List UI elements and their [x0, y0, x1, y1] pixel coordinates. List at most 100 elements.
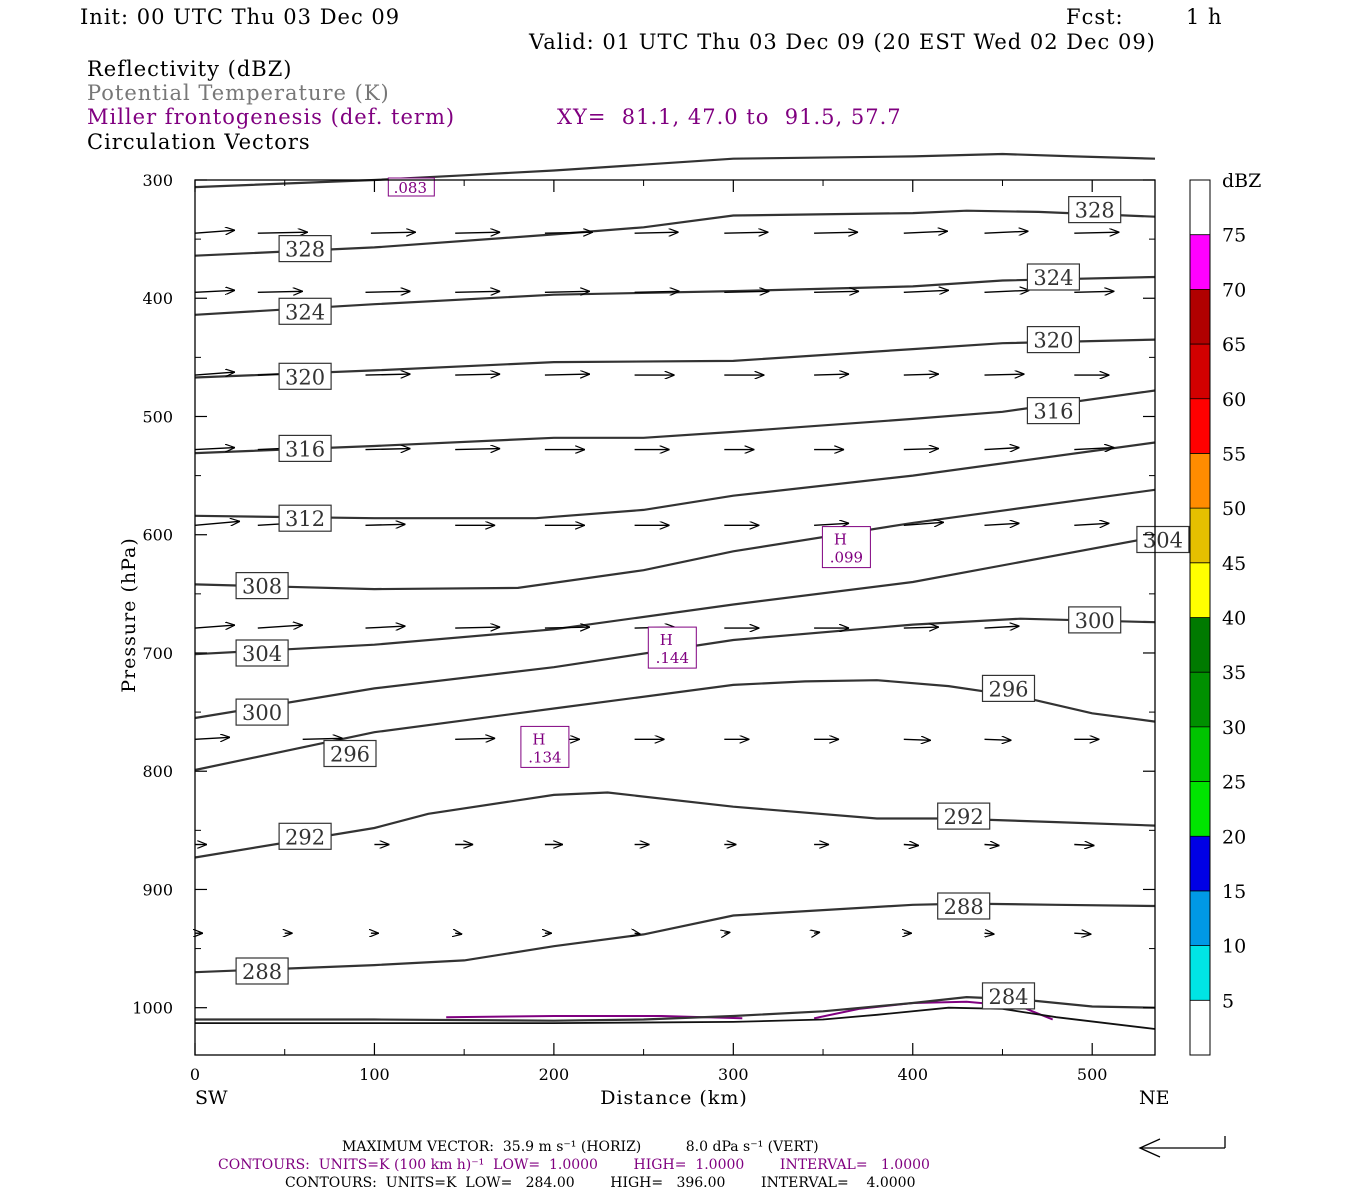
circulation-vector [194, 230, 235, 233]
theta-label-box [1026, 397, 1081, 425]
colorbar-segment [1190, 617, 1210, 673]
valid-time: Valid: 01 UTC Thu 03 Dec 09 (20 EST Wed … [529, 30, 1156, 54]
theta-label-text: 308 [242, 575, 282, 599]
circulation-vector [194, 521, 240, 525]
legend-reflectivity: Reflectivity (dBZ) [87, 57, 293, 81]
circulation-vector [984, 523, 1020, 525]
theta-contour-328-1 [194, 209, 1156, 257]
circulation-vector [903, 845, 919, 846]
theta-label-box [937, 802, 991, 830]
circulation-vector [194, 625, 235, 628]
circulation-vector [1074, 291, 1114, 292]
circulation-vector [724, 291, 769, 292]
frontogenesis-max-label: H [834, 531, 847, 549]
colorbar-tick-label: 50 [1222, 498, 1246, 520]
theta-label-300: 300 [235, 698, 289, 726]
circulation-vector [544, 627, 590, 628]
circulation-vector [455, 374, 500, 375]
circulation-vector [724, 932, 730, 933]
circulation-vector [365, 524, 406, 525]
colorbar-tick-label: 60 [1222, 389, 1246, 411]
theta-label-box [1026, 326, 1081, 354]
reference-vector-arrow [1138, 1136, 1226, 1158]
y-tick-label: 800 [142, 762, 173, 781]
y-tick-label: 500 [142, 407, 173, 426]
circulation-vector [455, 291, 500, 292]
circulation-vector [984, 626, 1020, 628]
circulation-vector [194, 372, 235, 375]
theta-label-text: 296 [330, 743, 370, 767]
circulation-vector [814, 374, 849, 375]
colorbar-tick-label: 65 [1222, 334, 1246, 356]
circulation-vector [455, 449, 500, 450]
circulation-vector [985, 933, 995, 934]
colorbar-segment [1190, 344, 1210, 399]
circulation-vector [724, 232, 768, 233]
circulation-vector [365, 374, 411, 375]
circulation-vector [455, 232, 500, 233]
frontogenesis-max-box [520, 725, 570, 768]
theta-label-304: 304 [1136, 525, 1190, 554]
theta-contour-304-6 [194, 488, 1156, 591]
circulation-vector [903, 290, 949, 292]
theta-label-316: 316 [1026, 397, 1081, 425]
circulation-vector [257, 625, 303, 628]
x-tick-label: 500 [1077, 1065, 1108, 1084]
x-tick-label: 100 [359, 1065, 390, 1084]
forecast-hour: 1 h [1186, 5, 1223, 29]
circulation-vector [257, 232, 308, 233]
x-tick-label: 300 [718, 1065, 749, 1084]
theta-label-box [235, 698, 289, 726]
circulation-vector [814, 932, 820, 933]
theta-label-box [1068, 196, 1122, 224]
colorbar-segment [1190, 562, 1210, 618]
colorbar-segment [1190, 945, 1210, 1001]
circulation-vector [194, 737, 230, 739]
theta-contour-288-11 [194, 902, 1156, 974]
theta-label-text: 324 [285, 300, 325, 324]
circulation-vector [365, 291, 411, 292]
circulation-vector [903, 739, 931, 740]
circulation-vector [984, 290, 1030, 292]
frontogenesis-max-label: H [660, 631, 673, 649]
colorbar-segment [1190, 1000, 1210, 1055]
theta-label-text: 320 [1033, 329, 1073, 353]
frontogenesis-max-box [821, 526, 871, 569]
colorbar-segment [1190, 836, 1210, 891]
colorbar-segment [1190, 453, 1210, 509]
colorbar-title: dBZ [1222, 170, 1261, 192]
theta-label-text: 300 [242, 701, 282, 725]
theta-label-text: 288 [944, 895, 984, 919]
colorbar-tick-label: 20 [1222, 826, 1246, 848]
y-axis-title: Pressure (hPa) [118, 537, 140, 693]
circulation-vector [544, 291, 590, 292]
circulation-vector [194, 290, 235, 292]
theta-label-text: 328 [285, 238, 325, 262]
theta-label-box [278, 434, 332, 462]
colorbar-segment [1190, 672, 1210, 727]
theta-label-284: 284 [981, 982, 1036, 1010]
theta-label-text: 304 [242, 642, 282, 666]
theta-label-text: 316 [285, 437, 325, 461]
colorbar-tick-label: 30 [1222, 717, 1246, 739]
colorbar-tick-label: 55 [1222, 443, 1246, 465]
theta-label-text: 328 [1075, 199, 1115, 223]
circulation-vector [984, 739, 1012, 740]
theta-contour-328-0 [194, 152, 1156, 189]
frontogenesis-max-0: .083 [387, 177, 435, 197]
terrain-line [195, 1006, 1156, 1030]
theta-label-328: 328 [278, 235, 332, 263]
fronto-contour-info: CONTOURS: UNITS=K (100 km h)⁻¹ LOW= 1.00… [218, 1157, 930, 1173]
circulation-vector [544, 232, 593, 233]
theta-label-box [278, 362, 332, 390]
circulation-vector [903, 449, 939, 450]
circulation-vector [984, 374, 1025, 375]
theta-label-box [323, 739, 377, 768]
x-tick-label: 200 [539, 1065, 570, 1084]
colorbar-tick-label: 70 [1222, 279, 1246, 301]
y-tick-label: 700 [142, 644, 173, 663]
circulation-vector [634, 232, 679, 233]
circulation-vector [194, 448, 235, 450]
theta-label-box [937, 892, 991, 920]
